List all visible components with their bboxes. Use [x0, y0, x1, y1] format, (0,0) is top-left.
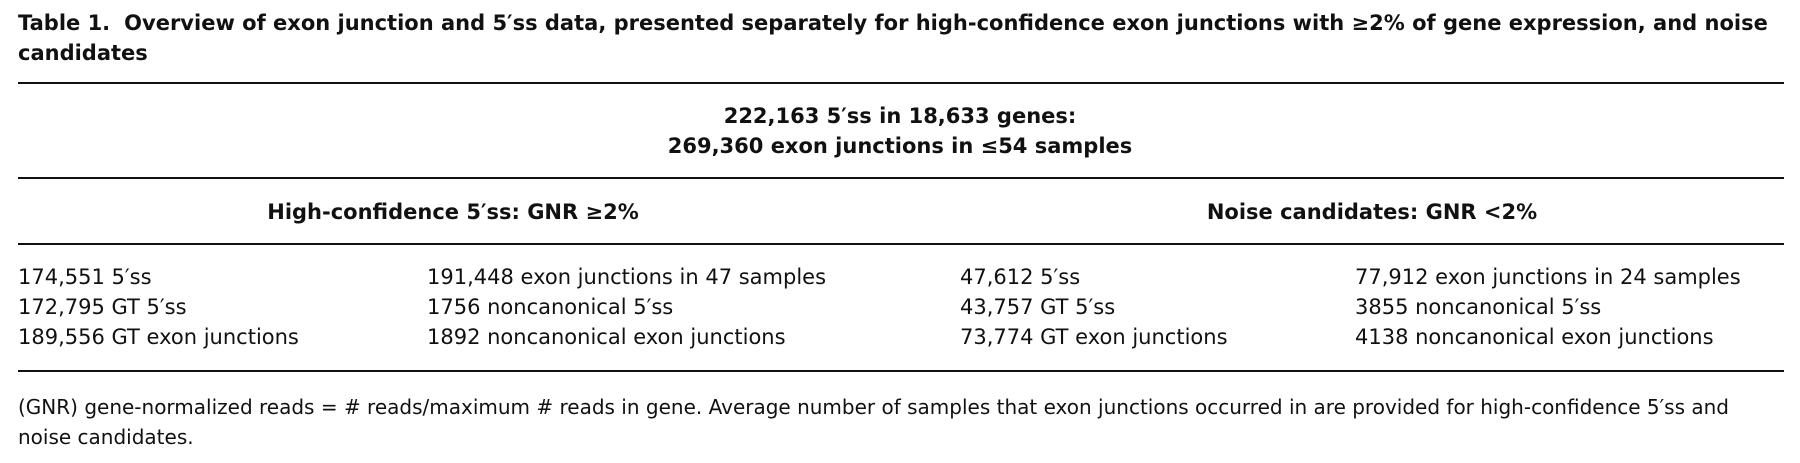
- rule: [18, 82, 1784, 84]
- table-cell: 77,912 exon junctions in 24 samples: [1355, 265, 1741, 289]
- table-cell: 1892 noncanonical exon junctions: [427, 325, 786, 349]
- rule: [18, 370, 1784, 372]
- table-cell: 189,556 GT exon junctions: [18, 325, 299, 349]
- table-cell: 73,774 GT exon junctions: [960, 325, 1228, 349]
- caption-title: Overview of exon junction and 5′ss data,…: [18, 11, 1768, 65]
- table-cell: 43,757 GT 5′ss: [960, 295, 1116, 319]
- table-cell: 174,551 5′ss: [18, 265, 152, 289]
- table-cell: 3855 noncanonical 5′ss: [1355, 295, 1602, 319]
- rule: [18, 177, 1784, 179]
- rule: [18, 243, 1784, 245]
- caption-label: Table 1.: [18, 11, 111, 35]
- table-cell: 172,795 GT 5′ss: [18, 295, 187, 319]
- table-cell: 1756 noncanonical 5′ss: [427, 295, 674, 319]
- table-cell: 47,612 5′ss: [960, 265, 1081, 289]
- group-header: Noise candidates: GNR <2%: [1206, 200, 1538, 224]
- caption: Table 1. Overview of exon junction and 5′…: [18, 8, 1788, 68]
- table-header: 269,360 exon junctions in ≤54 samples: [667, 134, 1133, 158]
- table-cell: 4138 noncanonical exon junctions: [1355, 325, 1714, 349]
- table-cell: 191,448 exon junctions in 47 samples: [427, 265, 827, 289]
- table-header: 222,163 5′ss in 18,633 genes:: [723, 104, 1077, 128]
- footnote: (GNR) gene-normalized reads = # reads/ma…: [18, 395, 1730, 449]
- group-header: High-confidence 5′ss: GNR ≥2%: [267, 200, 639, 224]
